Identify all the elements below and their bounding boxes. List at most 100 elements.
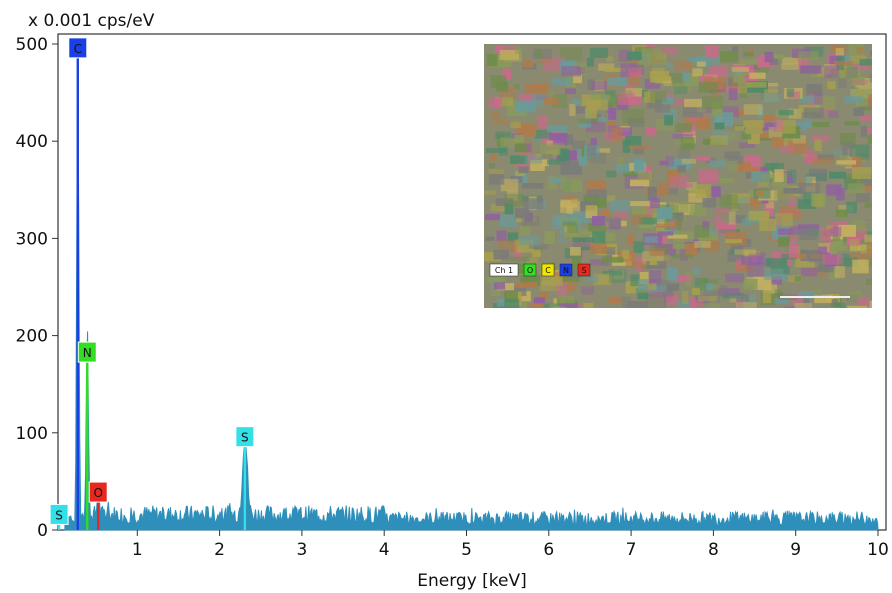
- map-speckle: [863, 184, 872, 191]
- map-speckle: [764, 201, 774, 216]
- map-speckle: [590, 152, 606, 164]
- map-speckle: [673, 82, 692, 93]
- map-speckle: [828, 307, 840, 308]
- element-label-s: S: [241, 431, 249, 445]
- map-speckle: [496, 230, 507, 242]
- map-speckle: [591, 81, 607, 90]
- map-speckle: [678, 149, 691, 164]
- map-speckle: [590, 259, 610, 266]
- map-speckle: [520, 154, 537, 161]
- map-speckle: [744, 294, 757, 307]
- map-speckle: [502, 68, 511, 80]
- y-tick-label: 500: [16, 35, 48, 55]
- map-speckle: [806, 83, 823, 97]
- map-speckle: [630, 58, 639, 65]
- map-speckle: [631, 206, 646, 215]
- map-speckle: [590, 243, 607, 254]
- map-speckle: [749, 72, 766, 79]
- map-speckle: [684, 98, 702, 108]
- map-speckle: [486, 277, 503, 283]
- map-speckle: [782, 270, 789, 282]
- map-speckle: [622, 109, 645, 123]
- map-speckle: [724, 151, 741, 159]
- map-speckle: [773, 118, 784, 133]
- map-speckle: [669, 73, 684, 85]
- map-speckle: [649, 197, 660, 209]
- map-speckle: [672, 243, 694, 249]
- map-speckle: [513, 119, 520, 126]
- map-speckle: [633, 55, 650, 67]
- map-speckle: [621, 296, 631, 308]
- map-speckle: [486, 54, 498, 67]
- map-speckle: [510, 122, 521, 129]
- map-speckle: [573, 74, 582, 84]
- map-speckle: [513, 83, 520, 90]
- map-speckle: [498, 240, 518, 253]
- map-speckle: [851, 76, 865, 86]
- map-speckle: [860, 245, 872, 254]
- map-speckle: [774, 298, 789, 304]
- map-speckle: [754, 63, 769, 74]
- spectrum-series: [64, 43, 879, 531]
- map-speckle: [852, 79, 868, 85]
- map-speckle: [496, 81, 509, 92]
- map-speckle: [569, 246, 581, 256]
- map-speckle: [759, 132, 771, 138]
- map-speckle: [792, 135, 806, 144]
- map-speckle: [488, 169, 505, 175]
- map-speckle: [870, 50, 872, 56]
- map-speckle: [523, 198, 544, 209]
- map-speckle: [632, 146, 644, 155]
- map-speckle: [713, 215, 724, 225]
- map-speckle: [666, 293, 679, 306]
- map-speckle: [703, 55, 720, 65]
- map-speckle: [518, 236, 540, 246]
- map-speckle: [774, 169, 784, 183]
- map-speckle: [664, 109, 677, 121]
- map-speckle: [513, 246, 522, 260]
- map-speckle: [543, 303, 559, 308]
- map-speckle: [569, 230, 592, 240]
- map-speckle: [500, 178, 519, 192]
- map-speckle: [585, 122, 606, 133]
- map-speckle: [812, 122, 830, 128]
- map-speckle: [597, 274, 607, 285]
- map-speckle: [698, 81, 718, 93]
- map-speckle: [869, 73, 872, 83]
- map-speckle: [608, 121, 617, 126]
- map-speckle: [560, 216, 580, 227]
- map-speckle: [569, 103, 576, 116]
- map-speckle: [495, 198, 514, 207]
- map-speckle: [518, 166, 529, 174]
- map-speckle: [643, 91, 656, 103]
- y-tick-label: 400: [16, 132, 48, 152]
- map-speckle: [535, 83, 549, 96]
- map-speckle: [655, 223, 676, 228]
- map-speckle: [673, 139, 682, 146]
- map-speckle: [591, 215, 605, 226]
- map-speckle: [739, 59, 758, 65]
- inset-legend: Ch 1 O C N S: [489, 263, 591, 277]
- map-speckle: [583, 302, 594, 308]
- element-label-c: C: [74, 42, 82, 56]
- map-speckle: [693, 300, 704, 308]
- inset-legend-label: Ch 1: [495, 266, 513, 275]
- map-speckle: [669, 158, 691, 170]
- map-speckle: [644, 236, 658, 243]
- map-speckle: [727, 132, 738, 140]
- map-speckle: [682, 101, 698, 114]
- map-speckle: [547, 90, 555, 102]
- map-speckle: [638, 217, 658, 225]
- element-label-box: [68, 37, 88, 59]
- map-speckle: [537, 115, 548, 129]
- map-speckle: [674, 86, 688, 94]
- map-speckle: [850, 55, 867, 65]
- map-speckle: [499, 49, 520, 60]
- map-speckle: [617, 157, 624, 167]
- map-speckle: [485, 236, 495, 241]
- map-speckle: [762, 291, 772, 304]
- map-speckle: [520, 301, 527, 308]
- map-speckle: [615, 163, 632, 173]
- map-speckle: [592, 231, 606, 245]
- map-speckle: [608, 107, 617, 120]
